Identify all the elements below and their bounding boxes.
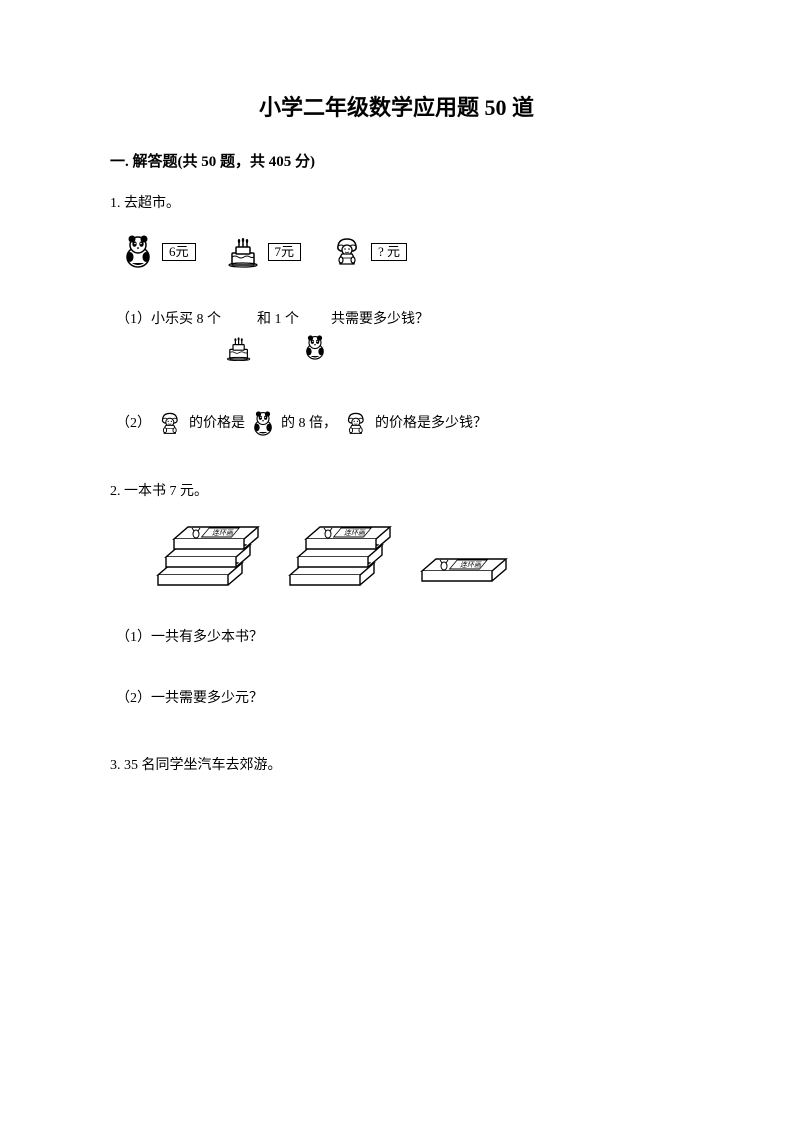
q2-text: 2. 一本书 7 元。 [110, 481, 683, 503]
q1-sub2-b: 的价格是 [189, 411, 245, 436]
q1-sub2: （2） 的价格是 的 8 倍， 的价格是多少钱？ [116, 411, 683, 437]
q1-items-row: 6元 7元 ? 元 [122, 235, 683, 269]
q1-sub1: （1）小乐买 8 个 和 1 个 共需要多少钱？ [116, 307, 683, 360]
book-stack-3: 连环画 [150, 523, 260, 595]
question-2: 2. 一本书 7 元。 连环画 [110, 481, 683, 712]
q2-number: 2. [110, 484, 121, 499]
q2-sub1: （1）一共有多少本书？ [116, 625, 683, 650]
q1-number: 1. [110, 196, 121, 211]
book-label: 连环画 [459, 560, 482, 569]
q3-number: 3. [110, 758, 121, 773]
q1-sub1-a: （1）小乐买 8 个 [116, 307, 221, 332]
q1-text: 1. 去超市。 [110, 193, 683, 215]
q3-prompt: 35 名同学坐汽车去郊游。 [124, 758, 282, 773]
q1-sub2-d: 的价格是多少钱？ [375, 411, 487, 436]
price-cake: 7元 [268, 243, 302, 261]
price-panda: 6元 [162, 243, 196, 261]
doll-icon [331, 236, 365, 268]
cake-icon [225, 335, 253, 361]
q1-sub1-b: 和 1 个 [257, 307, 299, 332]
question-1: 1. 去超市。 6元 7元 ? 元 （1）小乐买 8 个 和 1 个 共需要多少… [110, 193, 683, 437]
q2-prompt: 一本书 7 元。 [124, 484, 208, 499]
item-panda: 6元 [122, 235, 196, 269]
book-single: 连环画 [414, 555, 514, 595]
q1-sub1-c: 共需要多少钱？ [331, 307, 429, 332]
panda-icon [251, 411, 275, 437]
q1-sub1-panda-holder [303, 307, 327, 360]
question-3: 3. 35 名同学坐汽车去郊游。 [110, 755, 683, 777]
book-label: 连环画 [211, 528, 234, 537]
cake-icon [226, 235, 262, 269]
q1-sub2-a: （2） [116, 411, 151, 436]
book-label: 连环画 [343, 528, 366, 537]
panda-icon [122, 235, 156, 269]
item-cake: 7元 [226, 235, 302, 269]
section-header: 一. 解答题(共 50 题，共 405 分) [110, 150, 683, 171]
doll-icon [157, 411, 183, 437]
item-doll: ? 元 [331, 236, 407, 268]
doll-icon [343, 411, 369, 437]
price-doll: ? 元 [371, 243, 407, 261]
q2-sub2: （2）一共需要多少元？ [116, 686, 683, 711]
book-stack-3: 连环画 [282, 523, 392, 595]
q2-books-row: 连环画 连环画 [150, 523, 683, 595]
panda-icon [303, 335, 327, 361]
q1-sub1-cake-holder [225, 307, 253, 360]
q1-sub2-c: 的 8 倍， [281, 411, 337, 436]
page-title: 小学二年级数学应用题 50 道 [110, 90, 683, 122]
q1-prompt: 去超市。 [124, 196, 180, 211]
